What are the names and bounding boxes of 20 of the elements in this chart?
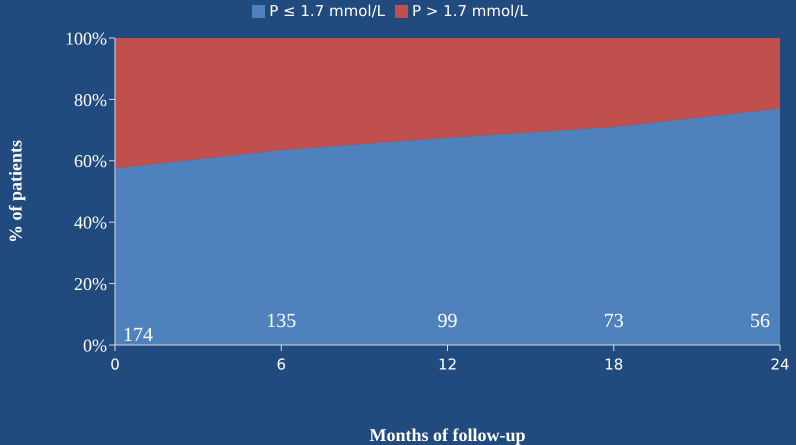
y-tick-label: 80% [74, 90, 107, 110]
x-tick-label: 18 [604, 356, 624, 374]
legend-label: P ≤ 1.7 mmol/L [269, 2, 385, 20]
annotation: 73 [604, 310, 624, 332]
annotation: 56 [750, 310, 770, 332]
x-axis-title: Months of follow-up [369, 425, 526, 445]
x-tick-label: 12 [438, 356, 458, 374]
y-tick-label: 0% [83, 335, 107, 356]
y-axis-title: % of patients [5, 140, 26, 243]
annotation: 174 [123, 324, 153, 346]
annotation: 135 [266, 310, 296, 332]
x-tick-label: 6 [276, 356, 286, 374]
x-tick-label: 0 [110, 356, 120, 374]
y-tick-label: 40% [74, 212, 107, 233]
x-tick-label: 24 [770, 356, 790, 374]
y-tick-label: 20% [74, 274, 107, 294]
legend-label: P > 1.7 mmol/L [412, 2, 528, 20]
y-tick-label: 60% [74, 151, 107, 172]
annotation: 99 [438, 310, 458, 332]
y-tick-label: 100% [65, 28, 107, 48]
